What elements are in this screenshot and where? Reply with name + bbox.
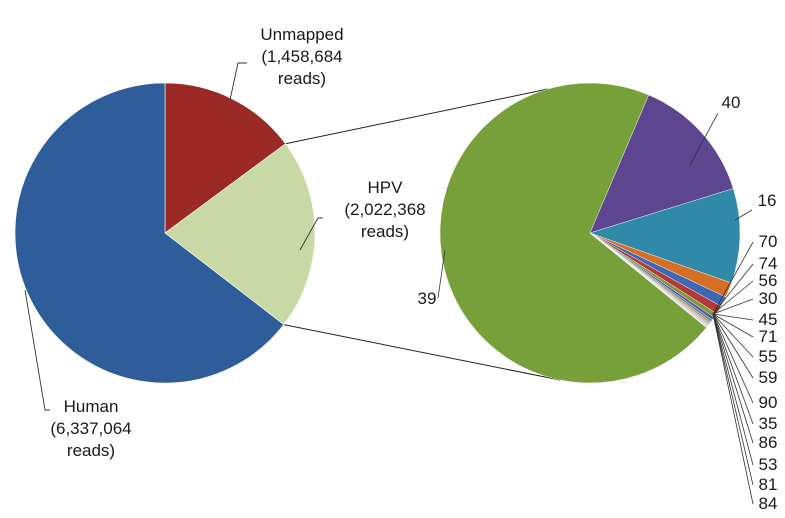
leader-hpv-86 xyxy=(712,313,754,444)
label-hpv-55: 55 xyxy=(759,347,778,366)
label-hpv-30: 30 xyxy=(759,289,778,308)
label-unmapped: Unmapped (1,458,684 reads) xyxy=(260,25,343,88)
label-hpv-74: 74 xyxy=(759,254,778,273)
leader-hpv-81 xyxy=(712,313,754,486)
label-hpv-35: 35 xyxy=(759,414,778,433)
main-pie-slice-hpv xyxy=(164,143,316,326)
label-hpv: HPV (2,022,368 reads) xyxy=(344,178,425,241)
label-hpv-45: 45 xyxy=(759,310,778,329)
leader-hpv xyxy=(299,217,323,251)
leader-hpv-30 xyxy=(712,298,754,315)
hpv-breakdown-pie xyxy=(439,82,741,384)
leader-hpv-84 xyxy=(712,313,754,505)
leader-hpv-39 xyxy=(437,249,446,299)
leader-hpv-71 xyxy=(712,313,754,338)
connector-bottom xyxy=(283,324,561,381)
label-hpv-70: 70 xyxy=(759,232,778,251)
hpv-slice-16 xyxy=(589,188,741,284)
leader-hpv-90 xyxy=(712,313,754,404)
leader-hpv-59 xyxy=(712,313,754,379)
leader-lines xyxy=(24,62,754,505)
main-pie-slice-human xyxy=(14,82,285,384)
leader-hpv-70 xyxy=(712,241,754,315)
leader-human xyxy=(24,289,50,411)
main-pie-slice-unmapped xyxy=(164,82,286,234)
connector-top xyxy=(285,88,549,145)
label-hpv-53: 53 xyxy=(759,455,778,474)
leader-hpv-55 xyxy=(712,313,754,358)
leader-hpv-74 xyxy=(712,263,754,315)
slice-labels: Unmapped (1,458,684 reads) HPV (2,022,368 rea… xyxy=(50,25,777,513)
label-hpv-40: 40 xyxy=(722,93,741,112)
leader-hpv-53 xyxy=(712,313,754,466)
label-hpv-81: 81 xyxy=(759,475,778,494)
main-pie xyxy=(14,82,316,384)
leader-hpv-16 xyxy=(734,209,753,221)
label-hpv-90: 90 xyxy=(759,393,778,412)
label-hpv-84: 84 xyxy=(759,494,778,513)
hpv-slice-40 xyxy=(589,94,734,234)
pie-connector-lines xyxy=(283,88,561,381)
label-hpv-71: 71 xyxy=(759,327,778,346)
leader-hpv-56 xyxy=(712,280,754,315)
label-human: Human (6,337,064 reads) xyxy=(50,397,131,460)
hpv-slice-84 xyxy=(589,232,707,328)
label-hpv-16: 16 xyxy=(758,191,777,210)
label-hpv-56: 56 xyxy=(759,271,778,290)
leader-hpv-45 xyxy=(712,313,754,321)
label-hpv-59: 59 xyxy=(759,368,778,387)
label-hpv-86: 86 xyxy=(759,433,778,452)
leader-unmapped xyxy=(229,62,247,101)
leader-hpv-35 xyxy=(712,313,754,425)
hpv-slice-39 xyxy=(439,82,707,384)
leader-hpv-40 xyxy=(689,112,719,166)
label-hpv-39: 39 xyxy=(418,289,437,308)
